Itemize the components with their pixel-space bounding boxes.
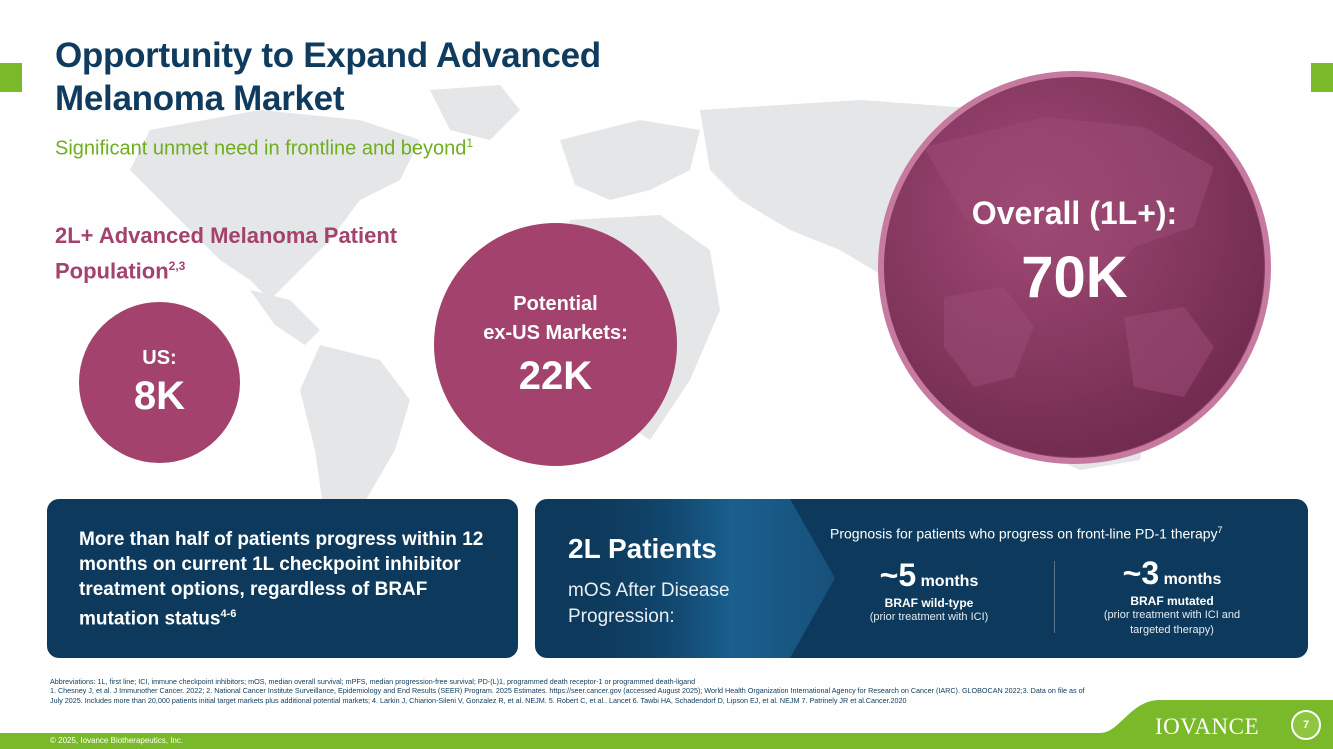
overall-value: 70K	[1021, 245, 1128, 310]
subtitle-text: Significant unmet need in frontline and …	[55, 137, 467, 160]
exus-value: 22K	[518, 354, 593, 398]
right-accent-tab	[1311, 63, 1333, 92]
progression-ref: 4-6	[220, 608, 237, 620]
population-heading-text: 2L+ Advanced Melanoma Patient Population	[55, 223, 398, 284]
copyright-text: © 2025, Iovance Biotherapeutics, Inc.	[50, 736, 184, 745]
overall-population-circle: Overall (1L+): 70K	[878, 71, 1271, 464]
us-label: US:	[142, 346, 177, 369]
us-population-circle: US: 8K	[79, 302, 240, 463]
second-line-subtitle: mOS After Disease Progression:	[568, 580, 730, 627]
stat-a-unit: months	[920, 573, 979, 590]
stat-divider	[1054, 561, 1055, 633]
exus-population-circle: Potential ex-US Markets: 22K	[434, 223, 677, 466]
references-text: 1. Chesney J, et al. J Immunother Cancer…	[50, 686, 1085, 705]
footnotes: Abbreviations: 1L, first line; ICI, immu…	[50, 677, 1090, 705]
abbreviations-text: Abbreviations: 1L, first line; ICI, immu…	[50, 677, 696, 686]
page-number-badge: 7	[1291, 710, 1321, 740]
stat-b-note: (prior treatment with ICI and targeted t…	[1103, 609, 1241, 636]
braf-mutated-stat: ~3 months BRAF mutated (prior treatment …	[1083, 555, 1261, 638]
us-value: 8K	[133, 373, 186, 418]
exus-label-line1: Potential	[513, 293, 598, 315]
stat-a-status: BRAF wild-type	[884, 596, 974, 610]
stat-b-status: BRAF mutated	[1130, 594, 1214, 608]
subtitle-ref: 1	[466, 136, 474, 150]
stat-a-note: (prior treatment with ICI)	[869, 611, 989, 623]
footer-bar	[0, 733, 1333, 749]
slide-title: Opportunity to Expand Advanced Melanoma …	[55, 36, 601, 118]
globe-icon	[884, 77, 1264, 457]
slide-subtitle: Significant unmet need in frontline and …	[55, 136, 473, 161]
population-heading-ref: 2,3	[168, 259, 186, 273]
chevron-arrow-shape	[575, 499, 835, 658]
braf-wild-type-stat: ~5 months BRAF wild-type (prior treatmen…	[855, 557, 1003, 625]
overall-label: Overall (1L+):	[971, 195, 1178, 231]
prognosis-heading-text: Prognosis for patients who progress on f…	[830, 525, 1218, 542]
progression-text: More than half of patients progress with…	[79, 529, 484, 630]
stat-b-unit: months	[1163, 571, 1222, 588]
prognosis-heading: Prognosis for patients who progress on f…	[830, 525, 1223, 542]
left-accent-tab	[0, 63, 22, 92]
population-heading: 2L+ Advanced Melanoma Patient Population…	[55, 220, 435, 286]
prognosis-heading-ref: 7	[1217, 525, 1223, 535]
second-line-title: 2L Patients	[568, 533, 717, 564]
progression-callout: More than half of patients progress with…	[47, 499, 518, 658]
stat-b-number: ~3	[1122, 555, 1160, 591]
stat-a-number: ~5	[879, 557, 917, 593]
iovance-logo: IOVANCE	[1155, 714, 1260, 739]
second-line-panel: 2L Patients mOS After Disease Progressio…	[535, 499, 1308, 658]
exus-label-line2: ex-US Markets:	[483, 322, 628, 344]
